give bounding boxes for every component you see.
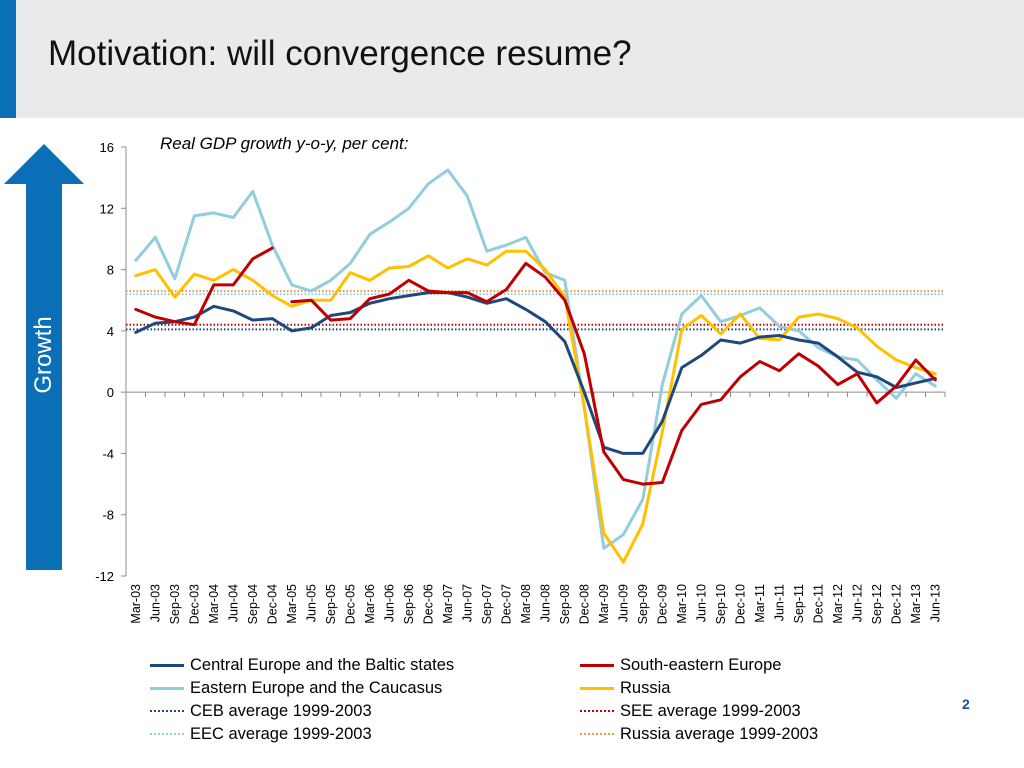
legend-label-russia: Russia xyxy=(620,678,671,697)
series-lines xyxy=(134,168,937,564)
legend-item-ceb-avg: CEB average 1999-2003 xyxy=(150,700,372,722)
legend-label-russia-avg: Russia average 1999-2003 xyxy=(620,724,819,743)
x-tick-label: Jun-08 xyxy=(538,584,552,622)
x-tick-label: Jun-04 xyxy=(226,584,240,622)
x-tick-label: Jun-10 xyxy=(694,584,708,622)
series-line-1 xyxy=(134,246,274,327)
x-tick-label: Sep-04 xyxy=(246,584,260,624)
x-tick-label: Dec-10 xyxy=(733,584,747,624)
x-tick-label: Mar-09 xyxy=(597,584,611,624)
x-tick-label: Sep-11 xyxy=(792,584,806,623)
x-tick-label: Jun-06 xyxy=(382,584,396,622)
x-tick-label: Mar-13 xyxy=(909,584,923,624)
x-tick-label: Sep-12 xyxy=(870,584,884,624)
legend-swatch-eec xyxy=(150,686,184,690)
legend-item-ceb: Central Europe and the Baltic states xyxy=(150,654,454,676)
series-line-2 xyxy=(134,168,937,550)
x-tick-label: Jun-13 xyxy=(928,584,942,622)
x-tick-label: Sep-07 xyxy=(480,584,494,624)
x-tick-label: Dec-09 xyxy=(655,584,669,624)
x-tick-label: Dec-03 xyxy=(187,584,201,624)
x-tick-label: Mar-07 xyxy=(441,584,455,624)
slide-number: 2 xyxy=(962,696,970,712)
growth-arrow-icon xyxy=(4,144,84,570)
legend-swatch-russia xyxy=(580,686,614,690)
x-tick-label: Jun-03 xyxy=(148,584,162,622)
x-tick-label: Mar-10 xyxy=(675,584,689,624)
x-tick-label: Mar-08 xyxy=(519,584,533,624)
legend-swatch-see xyxy=(580,663,614,667)
legend-label-see: South-eastern Europe xyxy=(620,655,782,674)
x-tick-label: Jun-09 xyxy=(616,584,630,622)
x-tick-label: Mar-04 xyxy=(207,584,221,624)
legend-item-russia: Russia xyxy=(580,677,670,699)
y-tick-label: 16 xyxy=(100,140,114,155)
title-accent-bar xyxy=(0,0,16,118)
x-tick-label: Jun-11 xyxy=(772,584,786,621)
legend-item-see-avg: SEE average 1999-2003 xyxy=(580,700,801,722)
page-title: Motivation: will convergence resume? xyxy=(48,34,632,73)
x-tick-label: Sep-10 xyxy=(714,584,728,624)
y-tick-label: -4 xyxy=(102,446,114,461)
y-tick-label: 4 xyxy=(107,324,114,339)
legend-swatch-ceb xyxy=(150,663,184,667)
legend-item-russia-avg: Russia average 1999-2003 xyxy=(580,723,818,745)
x-tick-label: Dec-04 xyxy=(265,584,279,624)
x-tick-label: Dec-11 xyxy=(811,584,825,623)
x-tick-label: Sep-08 xyxy=(558,584,572,624)
x-tick-label: Dec-05 xyxy=(343,584,357,624)
x-tick-label: Mar-12 xyxy=(831,584,845,624)
x-tick-label: Sep-09 xyxy=(636,584,650,624)
x-tick-label: Mar-11 xyxy=(753,584,767,623)
average-lines xyxy=(126,290,945,331)
x-tick-label: Mar-06 xyxy=(363,584,377,624)
series-line-0 xyxy=(134,291,937,455)
y-tick-label: 0 xyxy=(107,385,114,400)
x-tick-label: Dec-12 xyxy=(889,584,903,624)
legend-label-eec-avg: EEC average 1999-2003 xyxy=(190,724,372,743)
chart-title: Real GDP growth y-o-y, per cent: xyxy=(160,134,409,153)
x-tick-label: Jun-05 xyxy=(304,584,318,622)
legend-item-eec: Eastern Europe and the Caucasus xyxy=(150,677,442,699)
x-tick-label: Dec-07 xyxy=(499,584,513,624)
series-line-1-b xyxy=(290,261,937,486)
x-tick-label: Sep-05 xyxy=(324,584,338,624)
x-tick-label: Mar-03 xyxy=(129,584,143,624)
legend-label-eec: Eastern Europe and the Caucasus xyxy=(190,678,443,697)
y-tick-label: -12 xyxy=(95,569,114,584)
chart-legend: Central Europe and the Baltic states Sou… xyxy=(150,654,870,748)
title-bar xyxy=(0,0,1024,118)
legend-item-see: South-eastern Europe xyxy=(580,654,781,676)
legend-label-ceb: Central Europe and the Baltic states xyxy=(190,655,455,674)
legend-swatch-russia-avg xyxy=(580,733,614,735)
series-line-3 xyxy=(134,249,937,564)
x-tick-label: Sep-06 xyxy=(402,584,416,624)
legend-swatch-eec-avg xyxy=(150,733,184,735)
legend-swatch-see-avg xyxy=(580,710,614,712)
legend-swatch-ceb-avg xyxy=(150,710,184,712)
x-tick-label: Dec-08 xyxy=(577,584,591,624)
legend-label-see-avg: SEE average 1999-2003 xyxy=(620,701,801,720)
x-tick-label: Mar-05 xyxy=(285,584,299,624)
x-tick-label: Jun-07 xyxy=(460,584,474,622)
chart-axes: 16 12 8 4 0 -4 -8 -12 Mar-03 Jun-03 Sep-03 Dec-03 Ma… xyxy=(95,140,946,624)
legend-label-ceb-avg: CEB average 1999-2003 xyxy=(190,701,372,720)
y-tick-label: 8 xyxy=(107,263,114,278)
y-tick-label: 12 xyxy=(100,201,114,216)
x-tick-label: Jun-12 xyxy=(850,584,864,622)
y-tick-label: -8 xyxy=(102,508,114,523)
x-tick-label: Dec-06 xyxy=(421,584,435,624)
legend-item-eec-avg: EEC average 1999-2003 xyxy=(150,723,372,745)
x-tick-label: Sep-03 xyxy=(168,584,182,624)
